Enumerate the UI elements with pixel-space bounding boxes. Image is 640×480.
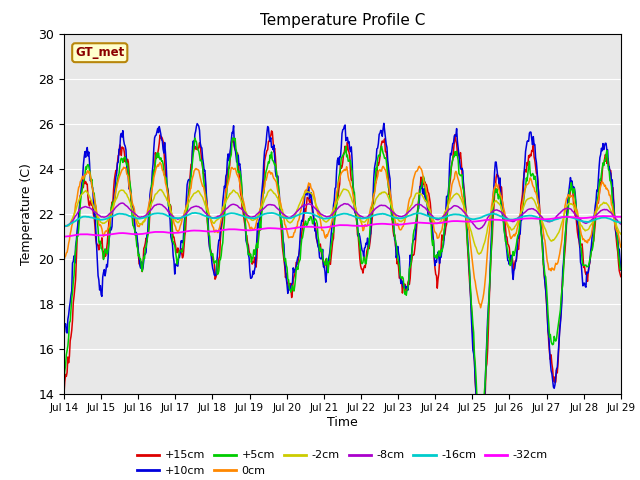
0cm	[185, 194, 193, 200]
-32cm	[60, 234, 68, 240]
Line: +15cm: +15cm	[64, 131, 621, 432]
+5cm	[617, 267, 625, 273]
0cm	[617, 244, 625, 250]
+10cm	[380, 120, 388, 126]
Line: -16cm: -16cm	[64, 213, 621, 226]
+10cm	[617, 267, 625, 273]
Line: -32cm: -32cm	[64, 216, 621, 237]
Title: Temperature Profile C: Temperature Profile C	[260, 13, 425, 28]
-32cm	[426, 220, 434, 226]
0cm	[411, 171, 419, 177]
+15cm	[127, 204, 135, 209]
-16cm	[214, 215, 222, 221]
-2cm	[428, 211, 435, 216]
-2cm	[476, 252, 483, 257]
-8cm	[411, 203, 419, 209]
-2cm	[127, 204, 135, 210]
+5cm	[428, 220, 435, 226]
+5cm	[477, 418, 484, 423]
-32cm	[184, 228, 192, 234]
-32cm	[214, 228, 221, 234]
0cm	[156, 160, 164, 166]
-8cm	[214, 213, 222, 219]
Y-axis label: Temperature (C): Temperature (C)	[20, 163, 33, 264]
-16cm	[617, 220, 625, 226]
0cm	[477, 305, 484, 311]
-16cm	[411, 211, 419, 216]
-32cm	[410, 220, 418, 226]
Line: -2cm: -2cm	[64, 189, 621, 254]
-32cm	[617, 214, 625, 220]
+5cm	[60, 377, 68, 383]
+10cm	[477, 434, 484, 440]
-8cm	[60, 224, 68, 229]
+5cm	[70, 273, 78, 278]
+5cm	[184, 204, 192, 209]
+5cm	[229, 135, 237, 141]
-2cm	[411, 193, 419, 199]
-2cm	[70, 212, 78, 218]
Line: +5cm: +5cm	[64, 138, 621, 420]
-16cm	[428, 215, 435, 220]
0cm	[127, 192, 135, 198]
+15cm	[617, 274, 625, 279]
+10cm	[60, 322, 68, 328]
+15cm	[268, 128, 275, 134]
+15cm	[411, 246, 419, 252]
+10cm	[428, 221, 435, 227]
+10cm	[70, 253, 78, 259]
-2cm	[617, 231, 625, 237]
-8cm	[185, 208, 193, 214]
-16cm	[70, 219, 78, 225]
0cm	[428, 215, 435, 220]
-8cm	[428, 212, 435, 217]
-32cm	[70, 232, 78, 238]
+15cm	[70, 293, 78, 299]
+10cm	[184, 178, 192, 184]
-32cm	[602, 213, 610, 219]
0cm	[60, 258, 68, 264]
+15cm	[184, 197, 192, 203]
-32cm	[127, 231, 135, 237]
-16cm	[184, 212, 192, 218]
+5cm	[214, 272, 221, 277]
-8cm	[474, 226, 482, 232]
-2cm	[340, 186, 348, 192]
+15cm	[60, 391, 68, 396]
+10cm	[214, 252, 221, 258]
Line: 0cm: 0cm	[64, 163, 621, 308]
+15cm	[428, 210, 435, 216]
-16cm	[191, 210, 198, 216]
-2cm	[184, 202, 192, 207]
+5cm	[411, 226, 419, 231]
+10cm	[411, 236, 419, 242]
+15cm	[479, 430, 487, 435]
-8cm	[128, 209, 136, 215]
-8cm	[118, 200, 126, 206]
+10cm	[127, 198, 135, 204]
-2cm	[214, 216, 221, 222]
-16cm	[127, 214, 135, 219]
Line: -8cm: -8cm	[64, 203, 621, 229]
Text: GT_met: GT_met	[75, 46, 124, 59]
X-axis label: Time: Time	[327, 416, 358, 429]
+5cm	[127, 202, 135, 207]
-8cm	[70, 216, 78, 222]
Line: +10cm: +10cm	[64, 123, 621, 437]
-8cm	[617, 221, 625, 227]
+15cm	[214, 269, 221, 275]
-2cm	[60, 222, 68, 228]
0cm	[214, 229, 222, 235]
Legend: +15cm, +10cm, +5cm, 0cm, -2cm, -8cm, -16cm, -32cm: +15cm, +10cm, +5cm, 0cm, -2cm, -8cm, -16…	[132, 446, 552, 480]
-16cm	[60, 223, 68, 229]
0cm	[70, 212, 78, 218]
